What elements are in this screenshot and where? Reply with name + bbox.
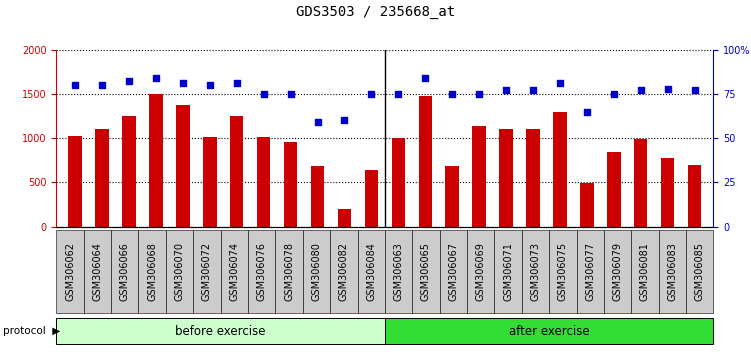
Text: GSM306074: GSM306074 [229,242,240,301]
Bar [176,105,190,227]
Text: GSM306080: GSM306080 [312,242,321,301]
Text: after exercise: after exercise [509,325,590,338]
Bar [634,139,647,227]
Point [231,80,243,86]
Bar [122,116,136,227]
Point [150,75,162,81]
Point [419,75,431,81]
Point [312,119,324,125]
Text: GSM306069: GSM306069 [475,242,486,301]
Text: GDS3503 / 235668_at: GDS3503 / 235668_at [296,5,455,19]
Point [366,91,378,97]
Point [689,87,701,93]
Text: GSM306082: GSM306082 [339,242,348,301]
Bar [553,113,567,227]
Bar [391,138,405,227]
Text: GSM306076: GSM306076 [257,242,267,301]
Point [392,91,404,97]
Point [177,80,189,86]
Text: GSM306065: GSM306065 [421,242,431,301]
Bar [472,126,486,227]
Text: GSM306070: GSM306070 [174,242,185,301]
Point [500,87,512,93]
Text: GSM306064: GSM306064 [92,242,102,301]
Bar [311,166,324,227]
Bar [257,137,270,227]
Bar [284,143,297,227]
Point [96,82,108,88]
Point [608,91,620,97]
Text: GSM306072: GSM306072 [202,242,212,301]
Text: GSM306079: GSM306079 [613,242,623,301]
Bar [203,137,216,227]
Text: GSM306077: GSM306077 [585,242,596,301]
Bar [688,165,701,227]
Text: GSM306073: GSM306073 [530,242,541,301]
Text: GSM306071: GSM306071 [503,242,513,301]
Bar [95,129,109,227]
Bar [661,158,674,227]
Text: protocol  ▶: protocol ▶ [3,326,60,336]
Bar [499,129,513,227]
Text: GSM306063: GSM306063 [394,242,403,301]
Point [69,82,81,88]
Text: GSM306068: GSM306068 [147,242,157,301]
Point [527,87,539,93]
Bar [149,94,163,227]
Bar [68,136,82,227]
Text: GSM306083: GSM306083 [668,242,677,301]
Bar [526,129,540,227]
Point [662,86,674,91]
Text: before exercise: before exercise [175,325,266,338]
Bar [365,170,379,227]
Bar [580,183,593,227]
Text: GSM306081: GSM306081 [640,242,650,301]
Point [635,87,647,93]
Point [473,91,485,97]
Point [285,91,297,97]
Bar [338,209,351,227]
Point [258,91,270,97]
Bar [418,97,432,227]
Text: GSM306075: GSM306075 [558,242,568,301]
Point [554,80,566,86]
Text: GSM306084: GSM306084 [366,242,376,301]
Text: GSM306085: GSM306085 [695,242,704,301]
Text: GSM306066: GSM306066 [119,242,130,301]
Point [446,91,458,97]
Point [204,82,216,88]
Text: GSM306078: GSM306078 [284,242,294,301]
Bar [230,116,243,227]
Bar [607,152,620,227]
Text: GSM306067: GSM306067 [448,242,458,301]
Bar [445,166,459,227]
Text: GSM306062: GSM306062 [65,242,75,301]
Point [581,109,593,114]
Point [123,79,135,84]
Point [339,118,351,123]
